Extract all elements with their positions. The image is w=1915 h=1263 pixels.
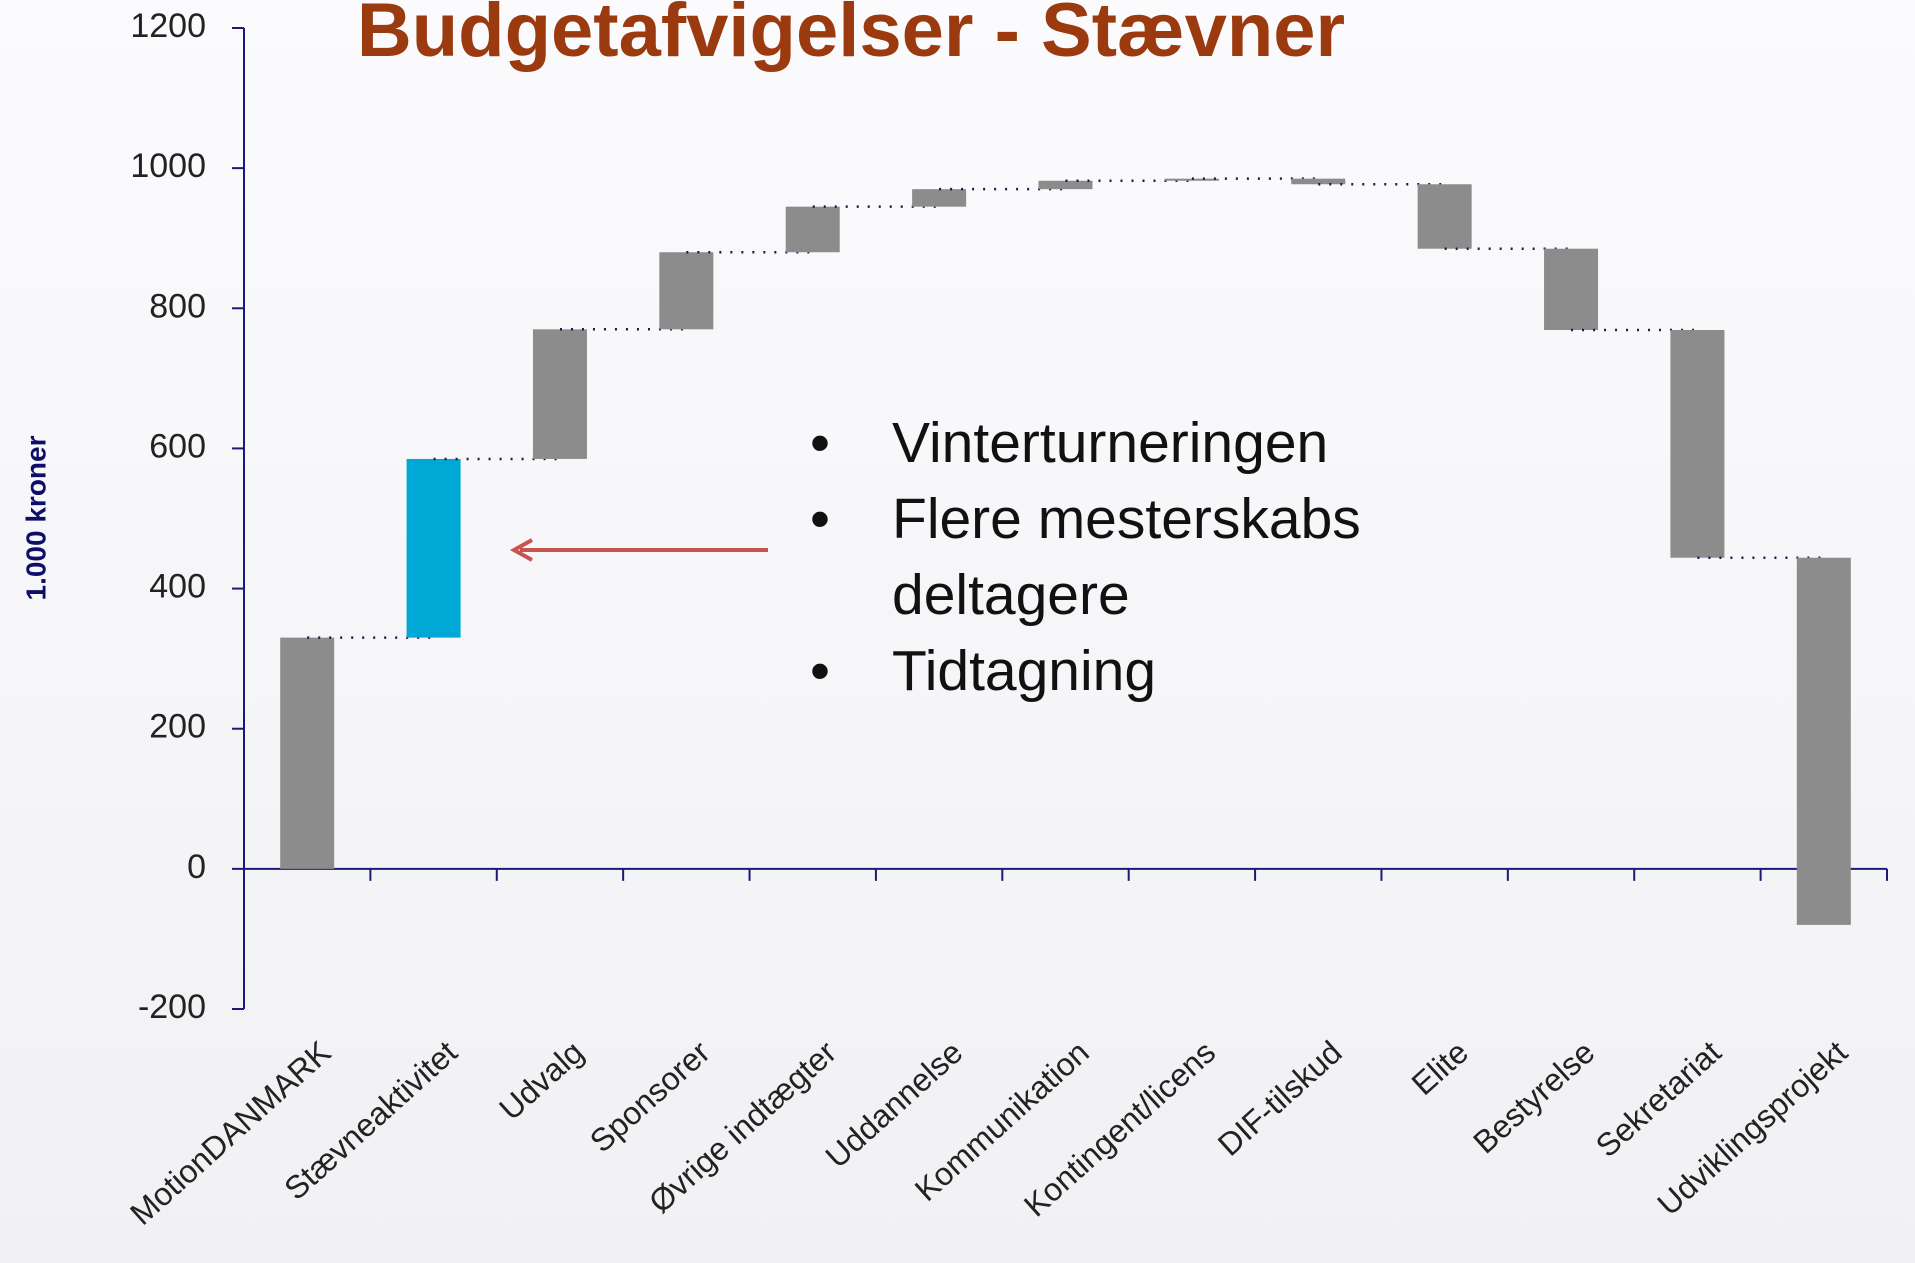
bar xyxy=(280,638,334,869)
annotation-item: Tidtagning xyxy=(810,633,1430,709)
annotation-list: VinterturneringenFlere mesterskabs delta… xyxy=(810,405,1430,709)
x-tick-label: Elite xyxy=(1405,1034,1475,1102)
y-tick-label: 1200 xyxy=(130,7,206,45)
bar xyxy=(1797,558,1851,925)
y-axis-label: 1.000 kroner xyxy=(20,435,51,600)
x-tick-label: DIF-tilskud xyxy=(1211,1034,1349,1163)
bar xyxy=(533,329,587,459)
slide: Budgetafvigelser - Stævner 1.000 kroner … xyxy=(0,0,1915,1263)
y-tick-label: 600 xyxy=(149,427,206,465)
x-tick-label: Sponsorer xyxy=(583,1034,717,1160)
bar xyxy=(407,459,461,638)
y-tick-label: 200 xyxy=(149,708,206,746)
bar xyxy=(1418,184,1472,248)
chart-title: Budgetafvigelser - Stævner xyxy=(357,0,1345,73)
annotation-item: Vinterturneringen xyxy=(810,405,1430,481)
x-tick-label: Udvalg xyxy=(492,1034,590,1127)
bar xyxy=(912,189,966,207)
x-tick-label: Bestyrelse xyxy=(1466,1034,1601,1161)
y-tick-label: 1000 xyxy=(130,147,206,185)
bar xyxy=(659,252,713,329)
y-tick-label: -200 xyxy=(138,988,206,1026)
annotation-item: Flere mesterskabs deltagere xyxy=(810,481,1430,633)
y-tick-label: 800 xyxy=(149,287,206,325)
y-tick-label: 400 xyxy=(149,568,206,606)
bar xyxy=(786,207,840,253)
y-tick-label: 0 xyxy=(187,848,206,886)
bar xyxy=(1039,181,1093,189)
bar xyxy=(1544,249,1598,330)
bar xyxy=(1670,330,1724,558)
